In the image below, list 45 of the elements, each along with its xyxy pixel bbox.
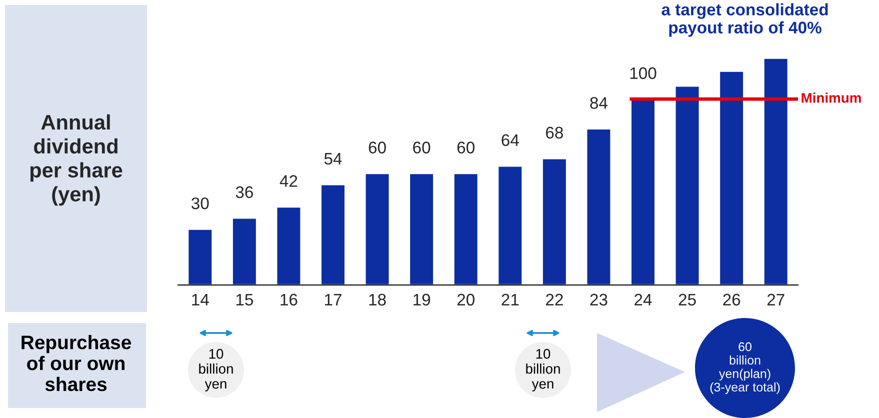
data-label: 84: [590, 97, 608, 109]
data-label: 30: [192, 197, 209, 210]
data-label: 64: [502, 134, 519, 146]
x-tick-label: 25: [678, 294, 696, 306]
data-label: 42: [280, 175, 298, 187]
text: 10 billion yen: [526, 348, 560, 392]
data-label: 54: [324, 153, 342, 165]
bar: [320, 184, 346, 285]
data-label: 60: [413, 142, 430, 154]
x-tick-label: 15: [236, 294, 253, 306]
data-label: 68: [546, 126, 563, 139]
bar: [408, 172, 434, 285]
data-label: 60: [368, 142, 386, 154]
x-tick-label: 24: [634, 294, 652, 306]
bar: [276, 206, 302, 285]
bar: [586, 128, 612, 285]
bar: [452, 172, 479, 285]
x-tick-label: 16: [280, 294, 298, 306]
data-label: 60: [457, 142, 474, 154]
ref-line-label: Minimum: [802, 92, 861, 103]
bar: [187, 228, 214, 285]
y-axis-title: Annual dividend per share (yen): [30, 114, 122, 206]
bar: [542, 158, 568, 285]
x-tick-label: 17: [325, 294, 342, 306]
x-tick-label: 14: [192, 294, 209, 306]
bar: [232, 217, 258, 285]
x-tick-label: 27: [767, 294, 784, 306]
text: Repurchase of our own shares: [22, 334, 131, 392]
bar: [762, 57, 789, 285]
x-tick-label: 21: [502, 294, 519, 306]
x-tick-label: 20: [457, 294, 474, 306]
bar: [718, 70, 744, 285]
x-tick-label: 18: [369, 294, 386, 306]
bar: [364, 172, 390, 285]
x-tick-label: 22: [546, 294, 563, 306]
data-label: 36: [236, 186, 253, 198]
text: 10 billion yen: [199, 348, 233, 392]
x-tick-label: 26: [723, 294, 740, 306]
text: a target consolidated payout ratio of 40%: [662, 3, 828, 37]
data-label: 100: [630, 67, 656, 80]
x-tick-label: 19: [414, 294, 430, 306]
text: 60 billion yen(plan) (3-year total): [710, 342, 780, 394]
bar: [497, 165, 524, 285]
bar: [674, 85, 700, 285]
x-tick-label: 23: [590, 294, 608, 306]
